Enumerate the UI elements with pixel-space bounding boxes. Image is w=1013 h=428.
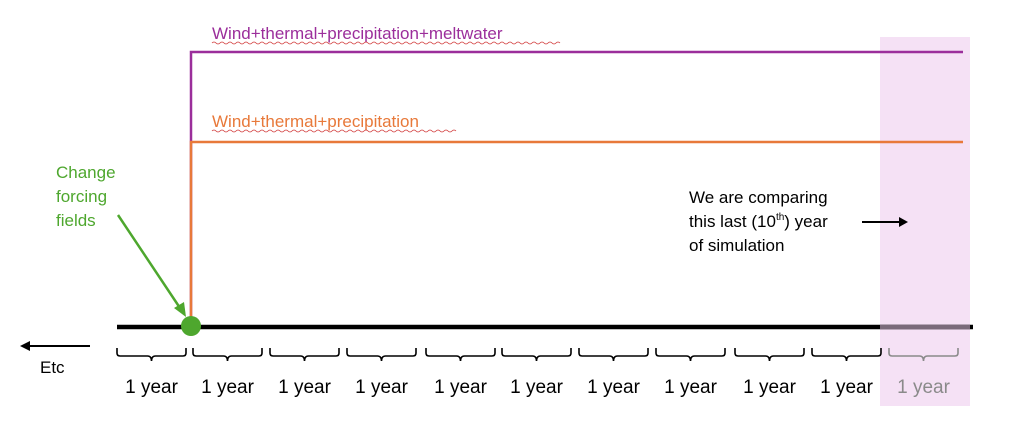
change-label-line2: forcing (56, 187, 107, 206)
year-bracket (734, 348, 805, 362)
year-label: 1 year (434, 377, 487, 398)
change-arrow-head (174, 302, 186, 317)
year-label: 1 year (587, 377, 640, 398)
year-bracket (346, 348, 417, 362)
series-top-line (189, 50, 963, 320)
etc-annotation: Etc (20, 341, 90, 377)
change-label-line3: fields (56, 211, 96, 230)
year-bracket (501, 348, 572, 362)
year-bracket (811, 348, 882, 362)
compare-line3: of simulation (689, 236, 784, 255)
series-top-label-underline (211, 41, 561, 45)
series-top-label: Wind+thermal+precipitation+meltwater (212, 24, 503, 43)
year-bracket (888, 348, 959, 362)
change-label-line1: Change (56, 163, 116, 182)
comparison-annotation: We are comparing this last (10th) year o… (689, 188, 908, 255)
change-arrow-shaft (116, 214, 182, 309)
year-brackets: 1 year 1 year 1 year 1 year 1 year 1 year 1 ye… (116, 348, 959, 398)
series-mid-line (189, 140, 963, 320)
etc-label: Etc (40, 358, 65, 377)
year-bracket (269, 348, 340, 362)
year-bracket (655, 348, 726, 362)
year-label: 1 year (278, 377, 331, 398)
year-bracket (425, 348, 496, 362)
year-label: 1 year (897, 377, 950, 398)
year-label: 1 year (743, 377, 796, 398)
year-bracket (578, 348, 649, 362)
change-point (181, 316, 201, 336)
year-bracket (116, 348, 187, 362)
year-label: 1 year (510, 377, 563, 398)
compare-line2: this last (10th) year (689, 212, 828, 231)
change-forcing-annotation: Change forcing fields (56, 163, 201, 336)
compare-line1: We are comparing (689, 188, 828, 207)
compare-arrow-head (899, 217, 908, 227)
year-bracket (192, 348, 263, 362)
year-label: 1 year (201, 377, 254, 398)
series-mid-label-underline (211, 129, 457, 133)
etc-arrow-head (20, 341, 30, 351)
series-mid: Wind+thermal+precipitation (189, 112, 963, 320)
year-label: 1 year (355, 377, 408, 398)
series-top: Wind+thermal+precipitation+meltwater (189, 24, 963, 320)
year-label: 1 year (125, 377, 178, 398)
series-mid-label: Wind+thermal+precipitation (212, 112, 419, 131)
year-label: 1 year (664, 377, 717, 398)
year-label: 1 year (820, 377, 873, 398)
